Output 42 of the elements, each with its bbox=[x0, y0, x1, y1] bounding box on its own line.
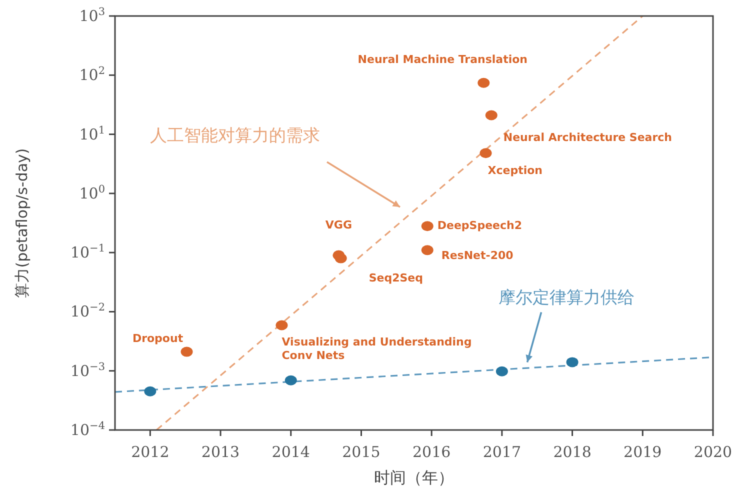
x-axis-title: 时间（年） bbox=[374, 468, 454, 487]
point bbox=[334, 253, 347, 264]
point bbox=[180, 346, 193, 357]
annotation: VGG bbox=[325, 218, 352, 232]
x-tick-label: 2012 bbox=[131, 443, 170, 461]
point bbox=[284, 375, 297, 386]
x-tick-label: 2013 bbox=[201, 443, 240, 461]
point bbox=[276, 320, 288, 330]
point bbox=[485, 110, 498, 120]
y-tick-label: 10$^{2}$ bbox=[79, 65, 105, 84]
annotation: 人工智能对算力的需求 bbox=[150, 126, 320, 146]
annotation: 摩尔定律算力供给 bbox=[498, 288, 634, 308]
y-tick-label: 10$^{3}$ bbox=[79, 6, 105, 25]
annotation: DeepSpeech2 bbox=[437, 219, 522, 232]
y-tick-label: 10$^{−1}$ bbox=[70, 242, 105, 262]
x-tick-label: 2019 bbox=[624, 443, 662, 461]
point bbox=[478, 78, 490, 88]
x-tick-label: 2020 bbox=[694, 443, 732, 461]
annotation: Neural Machine Translation bbox=[358, 52, 528, 66]
x-tick-label: 2015 bbox=[342, 443, 380, 461]
x-tick-label: 2017 bbox=[482, 443, 522, 461]
y-tick-label: 10$^{1}$ bbox=[79, 124, 105, 144]
annotation: Visualizing and Understanding Conv Nets bbox=[282, 335, 472, 362]
y-tick-label: 10$^{−4}$ bbox=[70, 420, 106, 439]
y-tick-label: 10$^{0}$ bbox=[79, 183, 105, 202]
annotation: ResNet-200 bbox=[441, 249, 514, 262]
annotation: Dropout bbox=[132, 332, 184, 345]
point bbox=[480, 148, 492, 158]
x-tick-label: 2014 bbox=[272, 443, 310, 461]
annotation: Neural Architecture Search bbox=[503, 131, 672, 144]
y-axis-title: 算力(petaflop/s-day) bbox=[13, 148, 31, 298]
x-tick-label: 2016 bbox=[412, 443, 451, 461]
annotation: Xception bbox=[488, 164, 543, 178]
x-tick-label: 2018 bbox=[553, 443, 592, 461]
point bbox=[421, 245, 434, 256]
y-tick-label: 10$^{−2}$ bbox=[70, 302, 105, 321]
annotation: Seq2Seq bbox=[368, 271, 424, 284]
point bbox=[144, 386, 156, 396]
point bbox=[566, 357, 578, 368]
y-tick-label: 10$^{−3}$ bbox=[70, 360, 105, 380]
point bbox=[496, 366, 508, 376]
point bbox=[421, 221, 434, 232]
